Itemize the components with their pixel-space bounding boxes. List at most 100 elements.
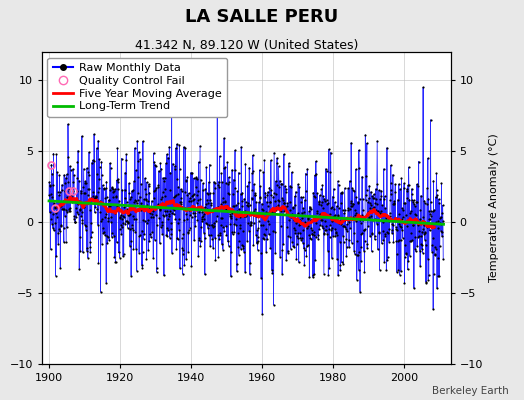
Point	[243, 202, 251, 208]
Point	[345, 236, 353, 243]
Point	[420, 222, 428, 229]
Point	[308, 227, 316, 234]
Point	[178, 244, 187, 251]
Point	[97, 171, 106, 178]
Point	[226, 213, 235, 219]
Point	[99, 229, 107, 236]
Point	[66, 206, 74, 212]
Point	[55, 172, 63, 178]
Point	[410, 285, 418, 292]
Point	[72, 214, 81, 220]
Point	[118, 216, 127, 222]
Point	[352, 210, 360, 216]
Point	[416, 263, 424, 269]
Point	[379, 228, 387, 234]
Point	[81, 180, 89, 187]
Point	[228, 231, 237, 238]
Point	[255, 213, 264, 220]
Point	[136, 232, 144, 238]
Point	[436, 214, 445, 220]
Point	[234, 199, 242, 206]
Point	[146, 210, 154, 216]
Point	[238, 228, 247, 234]
Point	[110, 233, 118, 239]
Point	[101, 194, 110, 201]
Point	[135, 250, 143, 256]
Point	[132, 167, 140, 174]
Point	[82, 223, 90, 229]
Point	[258, 200, 266, 207]
Point	[298, 215, 306, 222]
Point	[248, 195, 256, 202]
Point	[211, 180, 219, 186]
Point	[242, 212, 250, 218]
Point	[199, 180, 207, 187]
Point	[144, 181, 152, 187]
Point	[76, 248, 84, 254]
Point	[110, 208, 118, 215]
Point	[281, 204, 290, 211]
Point	[339, 232, 347, 239]
Point	[259, 206, 267, 213]
Point	[51, 220, 59, 226]
Point	[435, 243, 444, 249]
Point	[417, 241, 425, 247]
Point	[428, 248, 436, 255]
Point	[380, 196, 388, 202]
Point	[356, 217, 365, 223]
Point	[127, 194, 135, 200]
Point	[137, 262, 146, 268]
Point	[236, 222, 244, 228]
Point	[74, 198, 83, 204]
Point	[270, 210, 278, 217]
Point	[396, 237, 405, 243]
Point	[198, 216, 206, 222]
Point	[205, 179, 213, 185]
Point	[281, 189, 290, 195]
Point	[184, 190, 193, 196]
Point	[329, 193, 337, 200]
Point	[348, 186, 357, 193]
Point	[141, 191, 150, 197]
Point	[231, 147, 239, 154]
Point	[95, 176, 104, 182]
Point	[75, 266, 83, 272]
Point	[434, 218, 442, 224]
Point	[154, 184, 162, 190]
Point	[87, 234, 95, 240]
Point	[239, 248, 248, 255]
Point	[422, 278, 430, 285]
Point	[194, 253, 202, 260]
Point	[223, 203, 231, 210]
Point	[250, 208, 258, 214]
Point	[111, 209, 119, 216]
Point	[391, 189, 399, 195]
Point	[242, 213, 250, 219]
Point	[159, 174, 167, 181]
Point	[182, 256, 190, 262]
Point	[399, 206, 407, 213]
Point	[106, 164, 115, 171]
Point	[420, 231, 428, 237]
Point	[277, 208, 285, 214]
Point	[194, 159, 203, 165]
Point	[84, 172, 93, 178]
Point	[419, 84, 427, 91]
Point	[167, 220, 175, 226]
Point	[229, 190, 237, 197]
Point	[382, 215, 390, 221]
Point	[235, 251, 243, 258]
Point	[97, 158, 106, 165]
Point	[230, 176, 238, 183]
Point	[422, 242, 430, 248]
Point	[341, 224, 350, 230]
Point	[71, 219, 79, 226]
Point	[372, 206, 380, 213]
Point	[167, 226, 175, 232]
Point	[171, 216, 180, 222]
Point	[92, 194, 101, 200]
Point	[49, 182, 57, 188]
Point	[266, 199, 274, 206]
Point	[202, 201, 210, 208]
Point	[363, 244, 372, 251]
